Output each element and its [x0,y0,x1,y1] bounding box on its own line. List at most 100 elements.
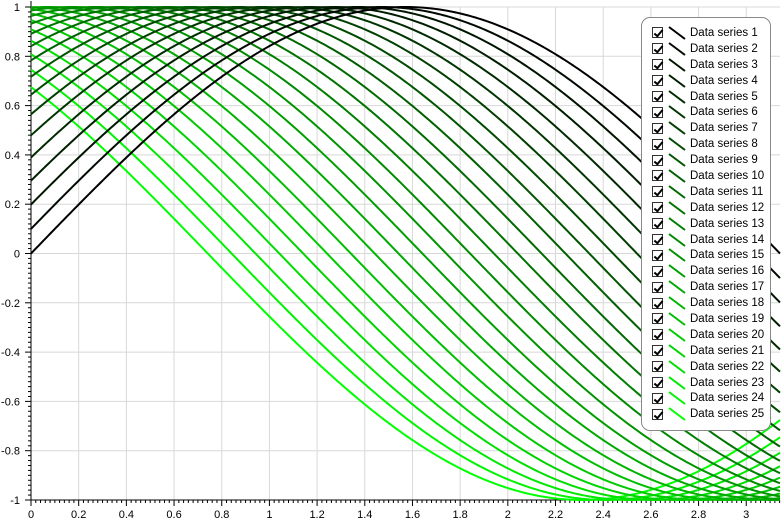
legend-checkbox[interactable] [652,186,663,198]
legend-item[interactable]: Data series 23 [652,375,770,391]
legend-checkbox[interactable] [652,170,663,182]
legend-item[interactable]: Data series 6 [652,104,770,120]
legend-label: Data series 8 [690,138,758,151]
legend-item[interactable]: Data series 11 [652,184,770,200]
legend-item[interactable]: Data series 9 [652,152,770,168]
y-tick-label: 0.8 [5,51,20,63]
legend-item[interactable]: Data series 7 [652,120,770,136]
legend-item[interactable]: Data series 20 [652,327,770,343]
x-tick-label: 2.4 [596,509,611,521]
legend-checkbox[interactable] [652,281,663,293]
legend-item[interactable]: Data series 13 [652,216,770,232]
legend-checkbox[interactable] [652,27,663,39]
legend-swatch [668,137,686,151]
legend-swatch [668,343,686,358]
legend-label: Data series 6 [690,106,758,119]
legend-label: Data series 12 [690,201,765,214]
legend-checkbox[interactable] [652,59,663,71]
legend-checkbox[interactable] [652,377,663,389]
legend-checkbox[interactable] [652,202,663,214]
x-tick-label: 2 [505,509,511,521]
legend-item[interactable]: Data series 12 [652,200,770,216]
legend-item[interactable]: Data series 25 [652,406,770,422]
legend-label: Data series 22 [690,360,765,373]
legend-swatch [668,73,686,88]
legend-swatch [668,121,686,136]
legend-item[interactable]: Data series 8 [652,136,770,152]
legend-item[interactable]: Data series 3 [652,57,770,73]
legend-swatch [668,328,686,342]
legend-item[interactable]: Data series 2 [652,41,770,57]
legend-checkbox[interactable] [652,91,663,102]
legend-item[interactable]: Data series 22 [652,359,770,375]
legend-checkbox[interactable] [652,234,663,246]
legend-checkbox[interactable] [652,122,663,134]
legend-swatch [668,105,686,120]
legend-item[interactable]: Data series 18 [652,295,770,311]
y-tick-label: 0.6 [5,101,20,113]
legend-label: Data series 7 [690,122,758,135]
legend-checkbox[interactable] [652,297,663,309]
legend-swatch [668,26,686,40]
x-tick-label: 1.4 [357,509,372,521]
legend-label: Data series 5 [690,90,758,103]
legend-label: Data series 16 [690,265,765,278]
legend-swatch [668,312,686,326]
legend-swatch [668,89,686,104]
legend-swatch [668,169,686,183]
legend-checkbox[interactable] [652,106,663,118]
legend-checkbox[interactable] [652,218,663,230]
legend-checkbox[interactable] [652,392,663,404]
legend-item[interactable]: Data series 24 [652,390,770,406]
legend-checkbox[interactable] [652,408,663,420]
legend-item[interactable]: Data series 14 [652,232,770,248]
legend-swatch [668,391,686,406]
legend-label: Data series 17 [690,281,765,294]
legend-item[interactable]: Data series 21 [652,343,770,359]
legend-checkbox[interactable] [652,249,663,261]
legend-checkbox[interactable] [652,329,663,341]
y-tick-label: 0.2 [5,199,20,211]
legend-item[interactable]: Data series 15 [652,247,770,263]
x-tick-label: 0.4 [119,509,134,521]
x-tick-label: 1.8 [452,509,467,521]
legend-item[interactable]: Data series 10 [652,168,770,184]
x-tick-label: 0 [28,509,34,521]
x-tick-label: 2.2 [548,509,563,521]
legend-item[interactable]: Data series 5 [652,89,770,105]
x-tick-label: 1.2 [309,509,324,521]
y-tick-label: -0.2 [1,298,20,310]
legend-swatch [668,232,686,247]
legend-swatch [668,407,686,422]
legend-checkbox[interactable] [652,43,663,55]
legend-item[interactable]: Data series 4 [652,73,770,89]
x-tick-label: 0.6 [166,509,181,521]
legend-swatch [668,185,686,199]
legend-checkbox[interactable] [652,345,663,357]
legend-item[interactable]: Data series 19 [652,311,770,327]
legend-swatch [668,359,686,374]
y-tick-label: 1 [14,2,20,14]
legend-label: Data series 1 [690,26,758,39]
legend-swatch [668,153,686,167]
legend-item[interactable]: Data series 1 [652,25,770,41]
legend-label: Data series 15 [690,249,765,262]
legend-label: Data series 11 [690,185,764,198]
legend-checkbox[interactable] [652,313,663,325]
legend-label: Data series 4 [690,74,758,87]
legend-checkbox[interactable] [652,154,663,166]
x-tick-label: 1 [266,509,272,521]
legend-swatch [668,280,686,294]
legend-checkbox[interactable] [652,265,663,277]
legend-label: Data series 10 [690,169,765,182]
x-tick-label: 2.8 [691,509,706,521]
legend-item[interactable]: Data series 16 [652,263,770,279]
legend-item[interactable]: Data series 17 [652,279,770,295]
legend-swatch [668,216,686,231]
legend-swatch [668,42,686,56]
legend-checkbox[interactable] [652,361,663,373]
legend-label: Data series 13 [690,217,765,230]
legend-checkbox[interactable] [652,138,663,150]
legend-swatch [668,57,686,72]
legend-checkbox[interactable] [652,75,663,87]
